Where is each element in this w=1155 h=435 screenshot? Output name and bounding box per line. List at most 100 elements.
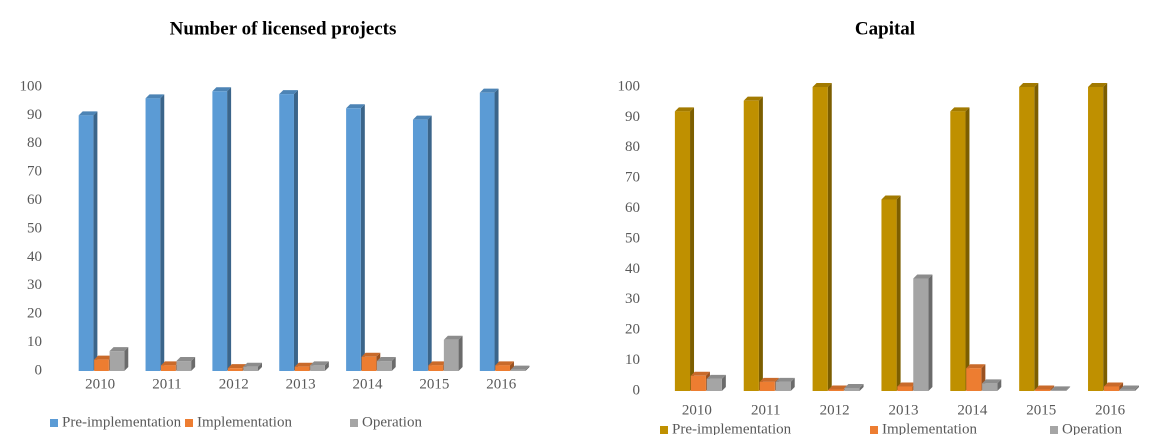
bar-side bbox=[227, 87, 232, 371]
x-tick-label: 2016 bbox=[486, 376, 517, 392]
legend-swatch bbox=[1050, 426, 1058, 434]
bar-side bbox=[257, 362, 262, 371]
bar-side bbox=[1134, 385, 1139, 391]
bar-top bbox=[674, 107, 695, 112]
legend-label: Implementation bbox=[882, 421, 977, 435]
bar bbox=[1103, 386, 1120, 391]
bar-top bbox=[176, 357, 196, 362]
bar-top bbox=[812, 83, 832, 87]
bar bbox=[844, 387, 860, 391]
y-tick-label: 30 bbox=[27, 277, 42, 293]
bar-side bbox=[293, 90, 298, 371]
x-tick-label: 2015 bbox=[1026, 402, 1056, 418]
bar-top bbox=[690, 371, 710, 376]
bar bbox=[812, 87, 828, 391]
y-tick-label: 10 bbox=[625, 352, 640, 368]
bar-side bbox=[494, 88, 499, 372]
bar-top bbox=[913, 274, 933, 279]
bar-side bbox=[427, 115, 432, 371]
bar bbox=[982, 383, 998, 391]
bar-top bbox=[1019, 83, 1039, 87]
bar-side bbox=[721, 374, 726, 391]
y-tick-label: 10 bbox=[27, 334, 42, 350]
y-tick-label: 100 bbox=[618, 78, 641, 94]
bar bbox=[881, 199, 897, 391]
bar-top bbox=[881, 195, 901, 200]
bar-side bbox=[458, 335, 463, 371]
bar-top bbox=[109, 347, 129, 352]
bar-top bbox=[759, 377, 779, 382]
bar-top bbox=[1119, 385, 1139, 390]
legend-swatch bbox=[185, 419, 193, 427]
bar-side bbox=[160, 94, 165, 372]
legend-label: Operation bbox=[362, 414, 422, 430]
bar-top bbox=[743, 96, 763, 101]
bar-top bbox=[706, 374, 726, 379]
y-tick-label: 20 bbox=[27, 306, 42, 322]
bar bbox=[1050, 390, 1067, 391]
bar bbox=[412, 119, 428, 371]
x-tick-label: 2016 bbox=[1095, 402, 1126, 418]
bar bbox=[743, 100, 759, 392]
y-tick-label: 20 bbox=[625, 322, 640, 338]
bar-top bbox=[310, 361, 329, 366]
bar-top bbox=[897, 382, 917, 387]
x-tick-label: 2014 bbox=[353, 376, 384, 392]
y-tick-label: 80 bbox=[625, 139, 640, 155]
legend-label: Implementation bbox=[197, 414, 292, 430]
x-tick-label: 2014 bbox=[957, 402, 988, 418]
bar bbox=[78, 115, 94, 372]
bar-side bbox=[525, 365, 530, 371]
bar-top bbox=[94, 355, 113, 360]
y-tick-label: 40 bbox=[27, 249, 42, 265]
bar-top bbox=[982, 379, 1002, 384]
bar-side bbox=[1103, 83, 1108, 391]
legend-label: Operation bbox=[1062, 421, 1122, 435]
bar-side bbox=[93, 111, 98, 372]
legend-swatch bbox=[660, 426, 668, 434]
x-tick-label: 2012 bbox=[820, 402, 850, 418]
bar-side bbox=[827, 83, 832, 391]
bar bbox=[243, 366, 258, 371]
legend-label: Pre-implementation bbox=[62, 414, 182, 430]
bar-side bbox=[324, 361, 329, 371]
bar bbox=[1119, 389, 1135, 391]
x-tick-label: 2011 bbox=[152, 376, 181, 392]
bar-side bbox=[928, 274, 933, 391]
bar-top bbox=[279, 90, 298, 95]
bar bbox=[94, 359, 109, 371]
bar-top bbox=[412, 115, 432, 120]
y-tick-label: 90 bbox=[625, 109, 640, 125]
bar-top bbox=[828, 385, 848, 390]
y-tick-label: 0 bbox=[35, 362, 43, 378]
bar-top bbox=[1103, 382, 1124, 387]
bar-top bbox=[227, 364, 247, 369]
bar-side bbox=[124, 347, 129, 371]
bar-side bbox=[360, 104, 365, 372]
y-tick-label: 60 bbox=[625, 200, 640, 216]
x-tick-label: 2010 bbox=[85, 376, 115, 392]
bar bbox=[495, 365, 510, 371]
x-tick-label: 2013 bbox=[888, 402, 918, 418]
legend-swatch bbox=[50, 419, 58, 427]
bar-side bbox=[1050, 385, 1055, 391]
bar-top bbox=[443, 335, 463, 340]
bar-side bbox=[391, 357, 396, 371]
legend-label: Pre-implementation bbox=[672, 421, 792, 435]
bar bbox=[759, 381, 775, 391]
y-tick-label: 60 bbox=[27, 192, 42, 208]
bar bbox=[775, 381, 791, 391]
bar bbox=[428, 365, 444, 371]
bar-side bbox=[1119, 382, 1124, 391]
bar-top bbox=[428, 361, 448, 366]
bar-top bbox=[212, 87, 232, 92]
bar bbox=[443, 339, 459, 371]
bar-side bbox=[1066, 386, 1071, 391]
bar-top bbox=[145, 94, 165, 99]
bar bbox=[897, 386, 913, 391]
bar-top bbox=[1050, 386, 1071, 391]
y-tick-label: 100 bbox=[20, 78, 43, 94]
x-tick-label: 2015 bbox=[419, 376, 449, 392]
y-tick-label: 80 bbox=[27, 135, 42, 151]
